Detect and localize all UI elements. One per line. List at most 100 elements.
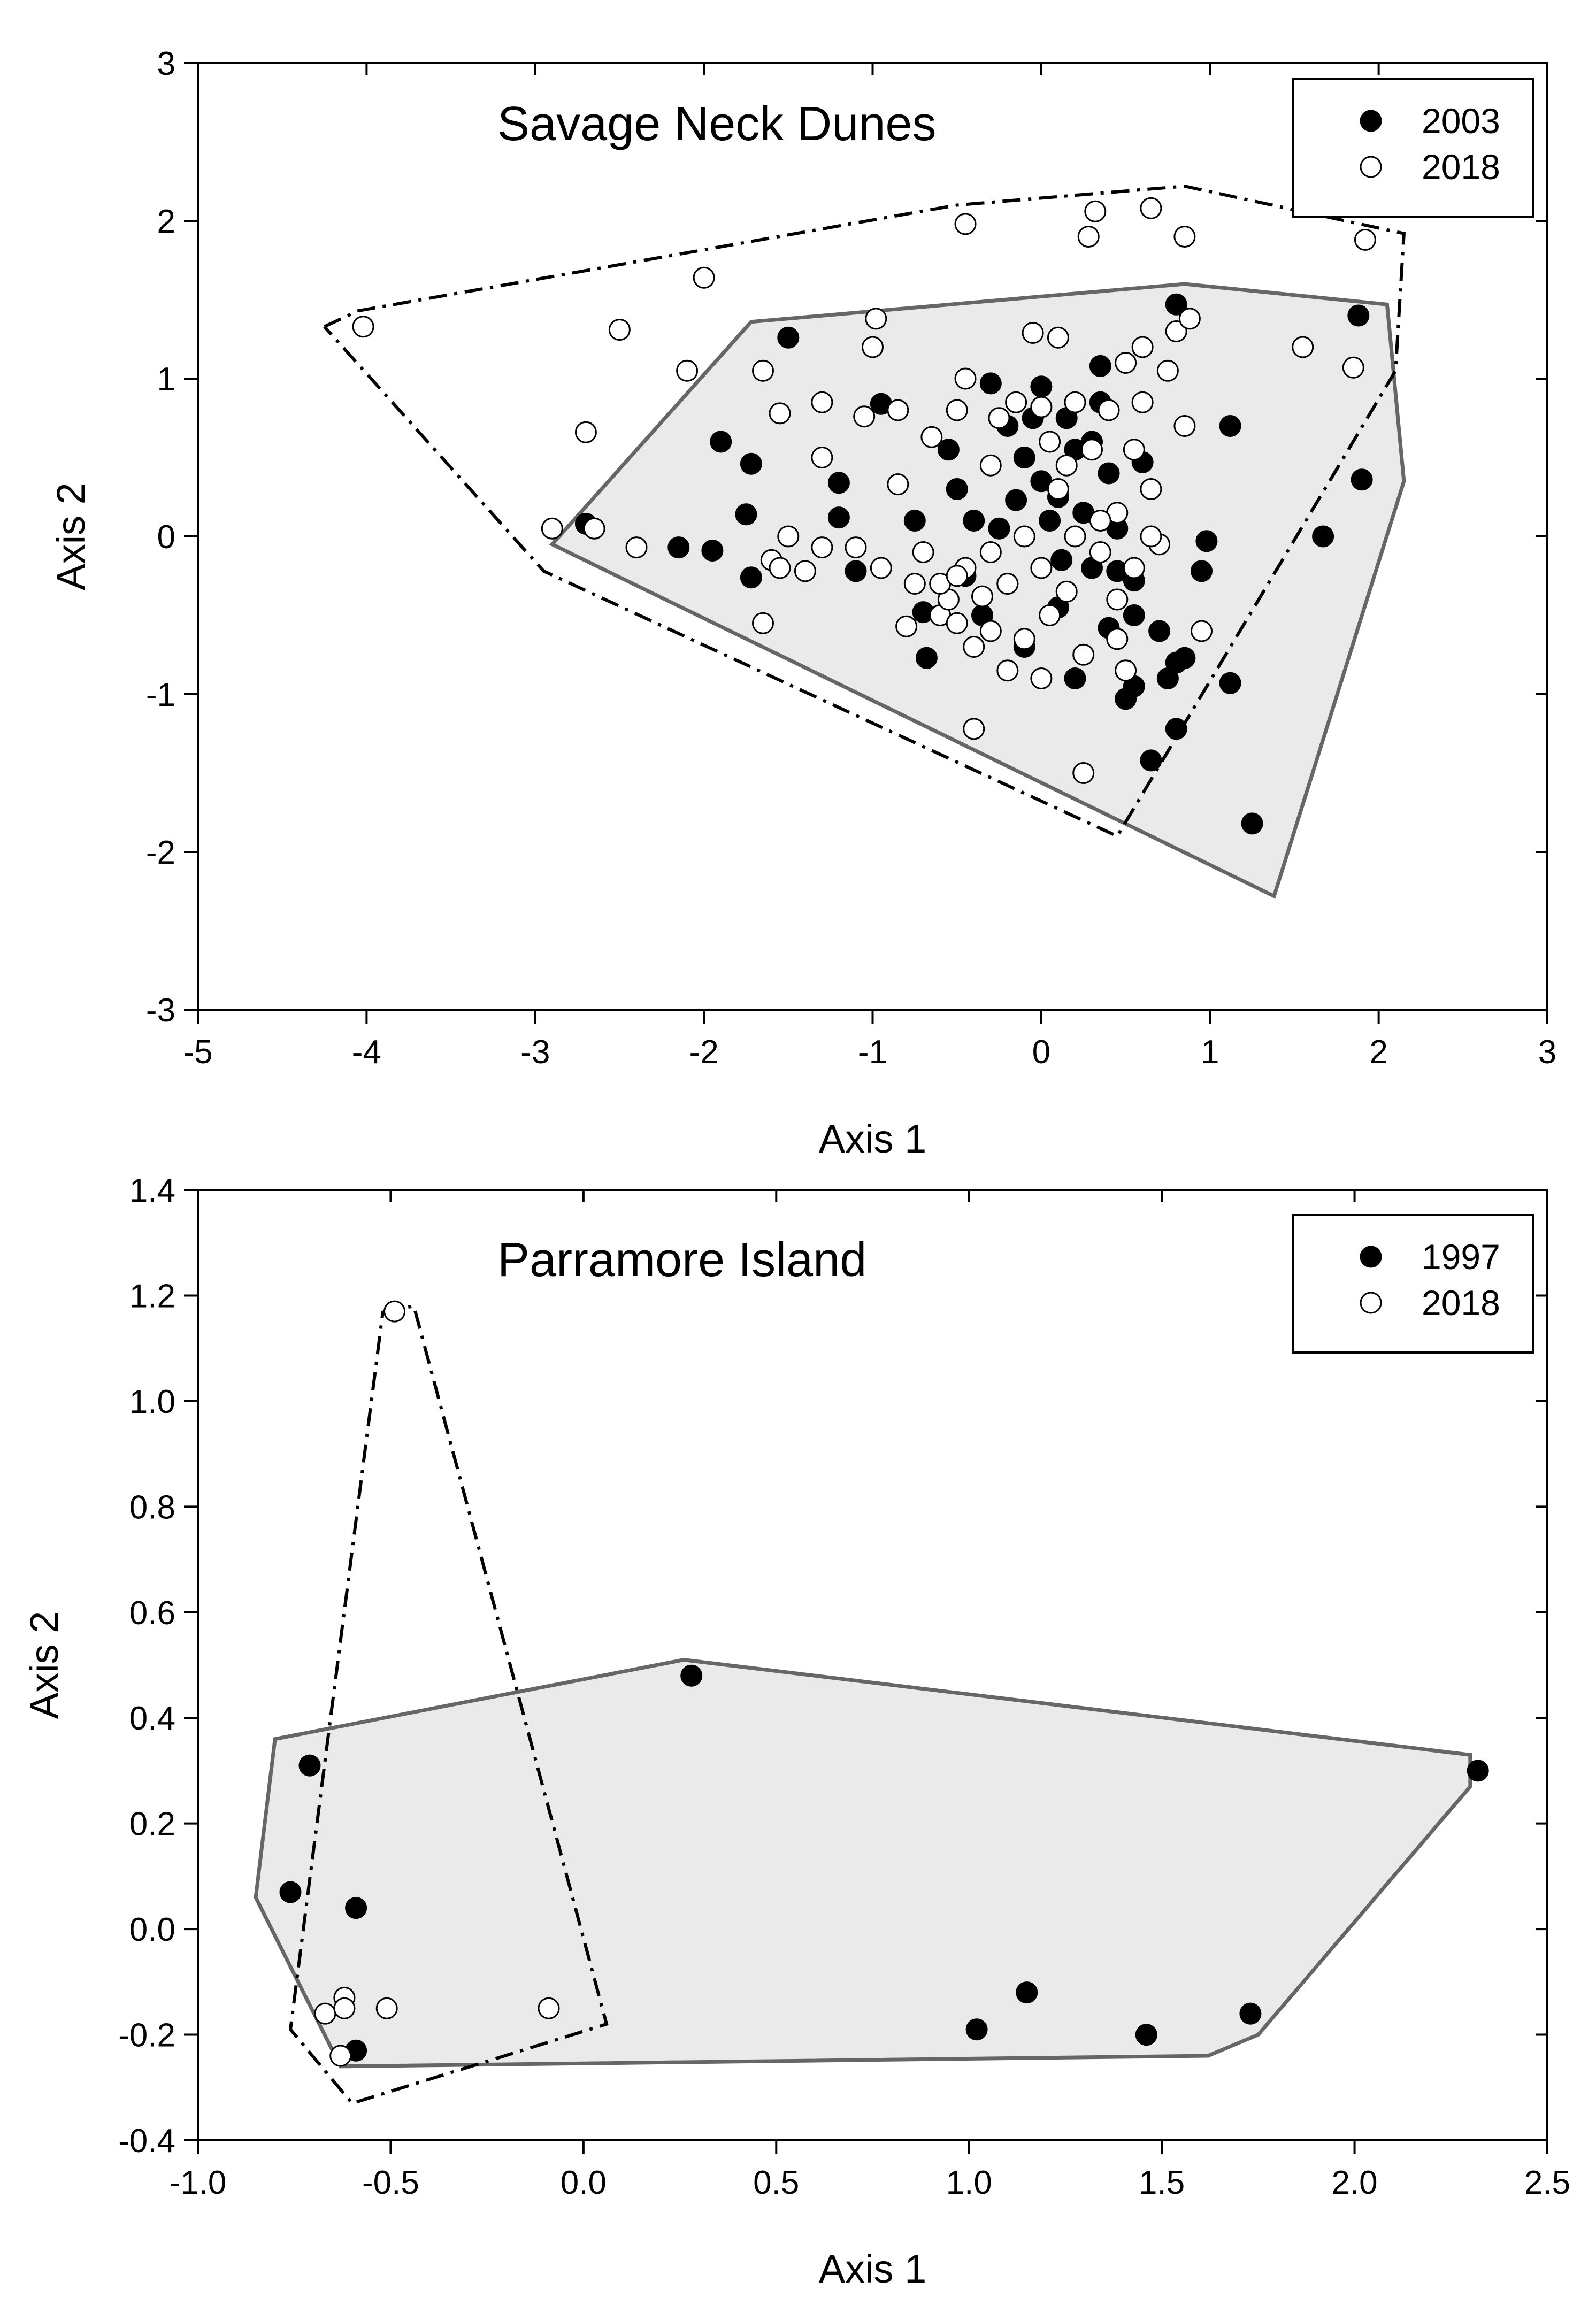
point-2018 [1039, 431, 1061, 453]
point-2018 [946, 399, 968, 421]
legend-label: 2003 [1422, 101, 1500, 141]
point-2018 [1173, 415, 1196, 437]
x-tick-label: 0.0 [561, 2164, 607, 2201]
point-2018 [1106, 628, 1129, 650]
point-2018 [541, 517, 563, 540]
point-2018 [912, 541, 934, 563]
point-1997 [965, 2018, 988, 2041]
x-tick-label: 2.5 [1524, 2164, 1570, 2201]
point-2018 [946, 565, 968, 587]
legend-box [1292, 78, 1534, 218]
point-2003 [979, 372, 1002, 395]
point-2003 [845, 560, 867, 582]
point-2003 [777, 326, 800, 349]
point-2018 [870, 557, 892, 579]
legend-label: 2018 [1422, 147, 1500, 187]
point-2018 [1098, 399, 1120, 421]
y-tick-label: -3 [146, 992, 175, 1029]
point-2018 [1005, 391, 1027, 413]
point-2003 [903, 510, 926, 532]
point-2018 [1064, 391, 1086, 413]
point-2018 [954, 213, 977, 235]
point-2003 [667, 536, 690, 559]
point-2003 [1219, 672, 1241, 694]
point-2018 [988, 407, 1010, 429]
point-2018 [811, 391, 833, 413]
point-2018 [1047, 326, 1069, 349]
y-tick-label: -2 [146, 834, 175, 871]
point-2003 [740, 566, 762, 589]
point-2018 [1072, 762, 1095, 784]
point-2018 [1140, 525, 1162, 548]
point-2018 [971, 585, 993, 608]
y-tick-label: -0.2 [118, 2017, 175, 2054]
point-2018 [895, 615, 918, 637]
point-2018 [752, 612, 774, 634]
point-2018 [811, 536, 833, 559]
point-2018 [996, 659, 1019, 682]
point-2003 [827, 472, 850, 494]
legend-label: 1997 [1422, 1237, 1500, 1277]
point-2003 [710, 431, 732, 453]
x-tick-label: 0.5 [753, 2164, 799, 2201]
point-2003 [1123, 604, 1145, 626]
point-2018 [625, 536, 648, 559]
point-2018 [1047, 478, 1069, 500]
point-2003 [1148, 620, 1171, 642]
point-2018 [777, 525, 800, 548]
point-2018 [1165, 320, 1187, 342]
hull-2018 [288, 1304, 609, 2106]
point-2018 [769, 557, 791, 579]
x-tick-label: 2.0 [1331, 2164, 1377, 2201]
point-2003 [1140, 749, 1162, 772]
point-2003 [1351, 468, 1373, 491]
point-2003 [827, 506, 850, 529]
point-2018 [1292, 336, 1314, 358]
point-2018 [1055, 454, 1078, 477]
y-axis-title: Axis 2 [22, 1611, 66, 1719]
chart-title: Savage Neck Dunes [497, 97, 936, 151]
y-tick-label: 1 [157, 361, 175, 398]
point-2018 [1123, 557, 1145, 579]
point-1997 [1239, 2002, 1262, 2025]
point-2018 [903, 573, 926, 595]
point-2003 [1098, 462, 1120, 485]
point-2018 [1030, 396, 1053, 418]
x-tick-label: 1.5 [1139, 2164, 1185, 2201]
point-2018 [1115, 352, 1137, 374]
point-1997 [298, 1754, 321, 1777]
x-axis-title: Axis 1 [819, 2247, 927, 2291]
point-2003 [1241, 812, 1263, 835]
point-2018 [1039, 604, 1061, 626]
x-tick-label: 2 [1369, 1034, 1387, 1071]
point-2018 [314, 2002, 336, 2025]
x-tick-label: -1 [858, 1034, 887, 1071]
x-axis-title: Axis 1 [819, 1117, 927, 1161]
point-2018 [1115, 659, 1137, 682]
point-2018 [1030, 667, 1053, 689]
y-tick-label: 1.0 [129, 1384, 175, 1420]
point-2018 [887, 399, 909, 421]
point-1997 [680, 1664, 703, 1687]
chart-title: Parramore Island [497, 1233, 866, 1287]
point-2018 [1013, 525, 1035, 548]
point-1997 [345, 1897, 367, 1919]
point-2018 [1081, 439, 1103, 461]
point-2018 [676, 359, 699, 382]
point-2003 [988, 517, 1010, 540]
point-2018 [811, 447, 833, 468]
x-tick-label: -1.0 [170, 2164, 227, 2201]
legend: 1997 2018 [1292, 1214, 1534, 1354]
point-2018 [693, 266, 715, 289]
point-2018 [862, 336, 884, 358]
point-2003 [1191, 560, 1213, 582]
point-2003 [740, 452, 762, 475]
hull-2018 [323, 185, 1406, 839]
legend-label: 2018 [1422, 1283, 1500, 1323]
point-2018 [963, 636, 985, 658]
point-2003 [963, 510, 985, 532]
hull-1997 [254, 1658, 1472, 2069]
point-2018 [1089, 510, 1111, 532]
legend: 2003 2018 [1292, 78, 1534, 218]
